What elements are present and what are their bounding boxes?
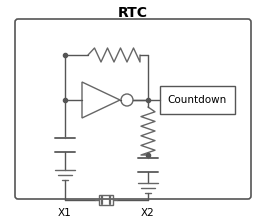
Text: X1: X1 (58, 208, 72, 218)
Text: RTC: RTC (118, 6, 148, 20)
Text: X2: X2 (141, 208, 155, 218)
Bar (99, 195, 113, 205)
Text: Countdown: Countdown (168, 95, 227, 105)
Bar (160, 86, 235, 114)
